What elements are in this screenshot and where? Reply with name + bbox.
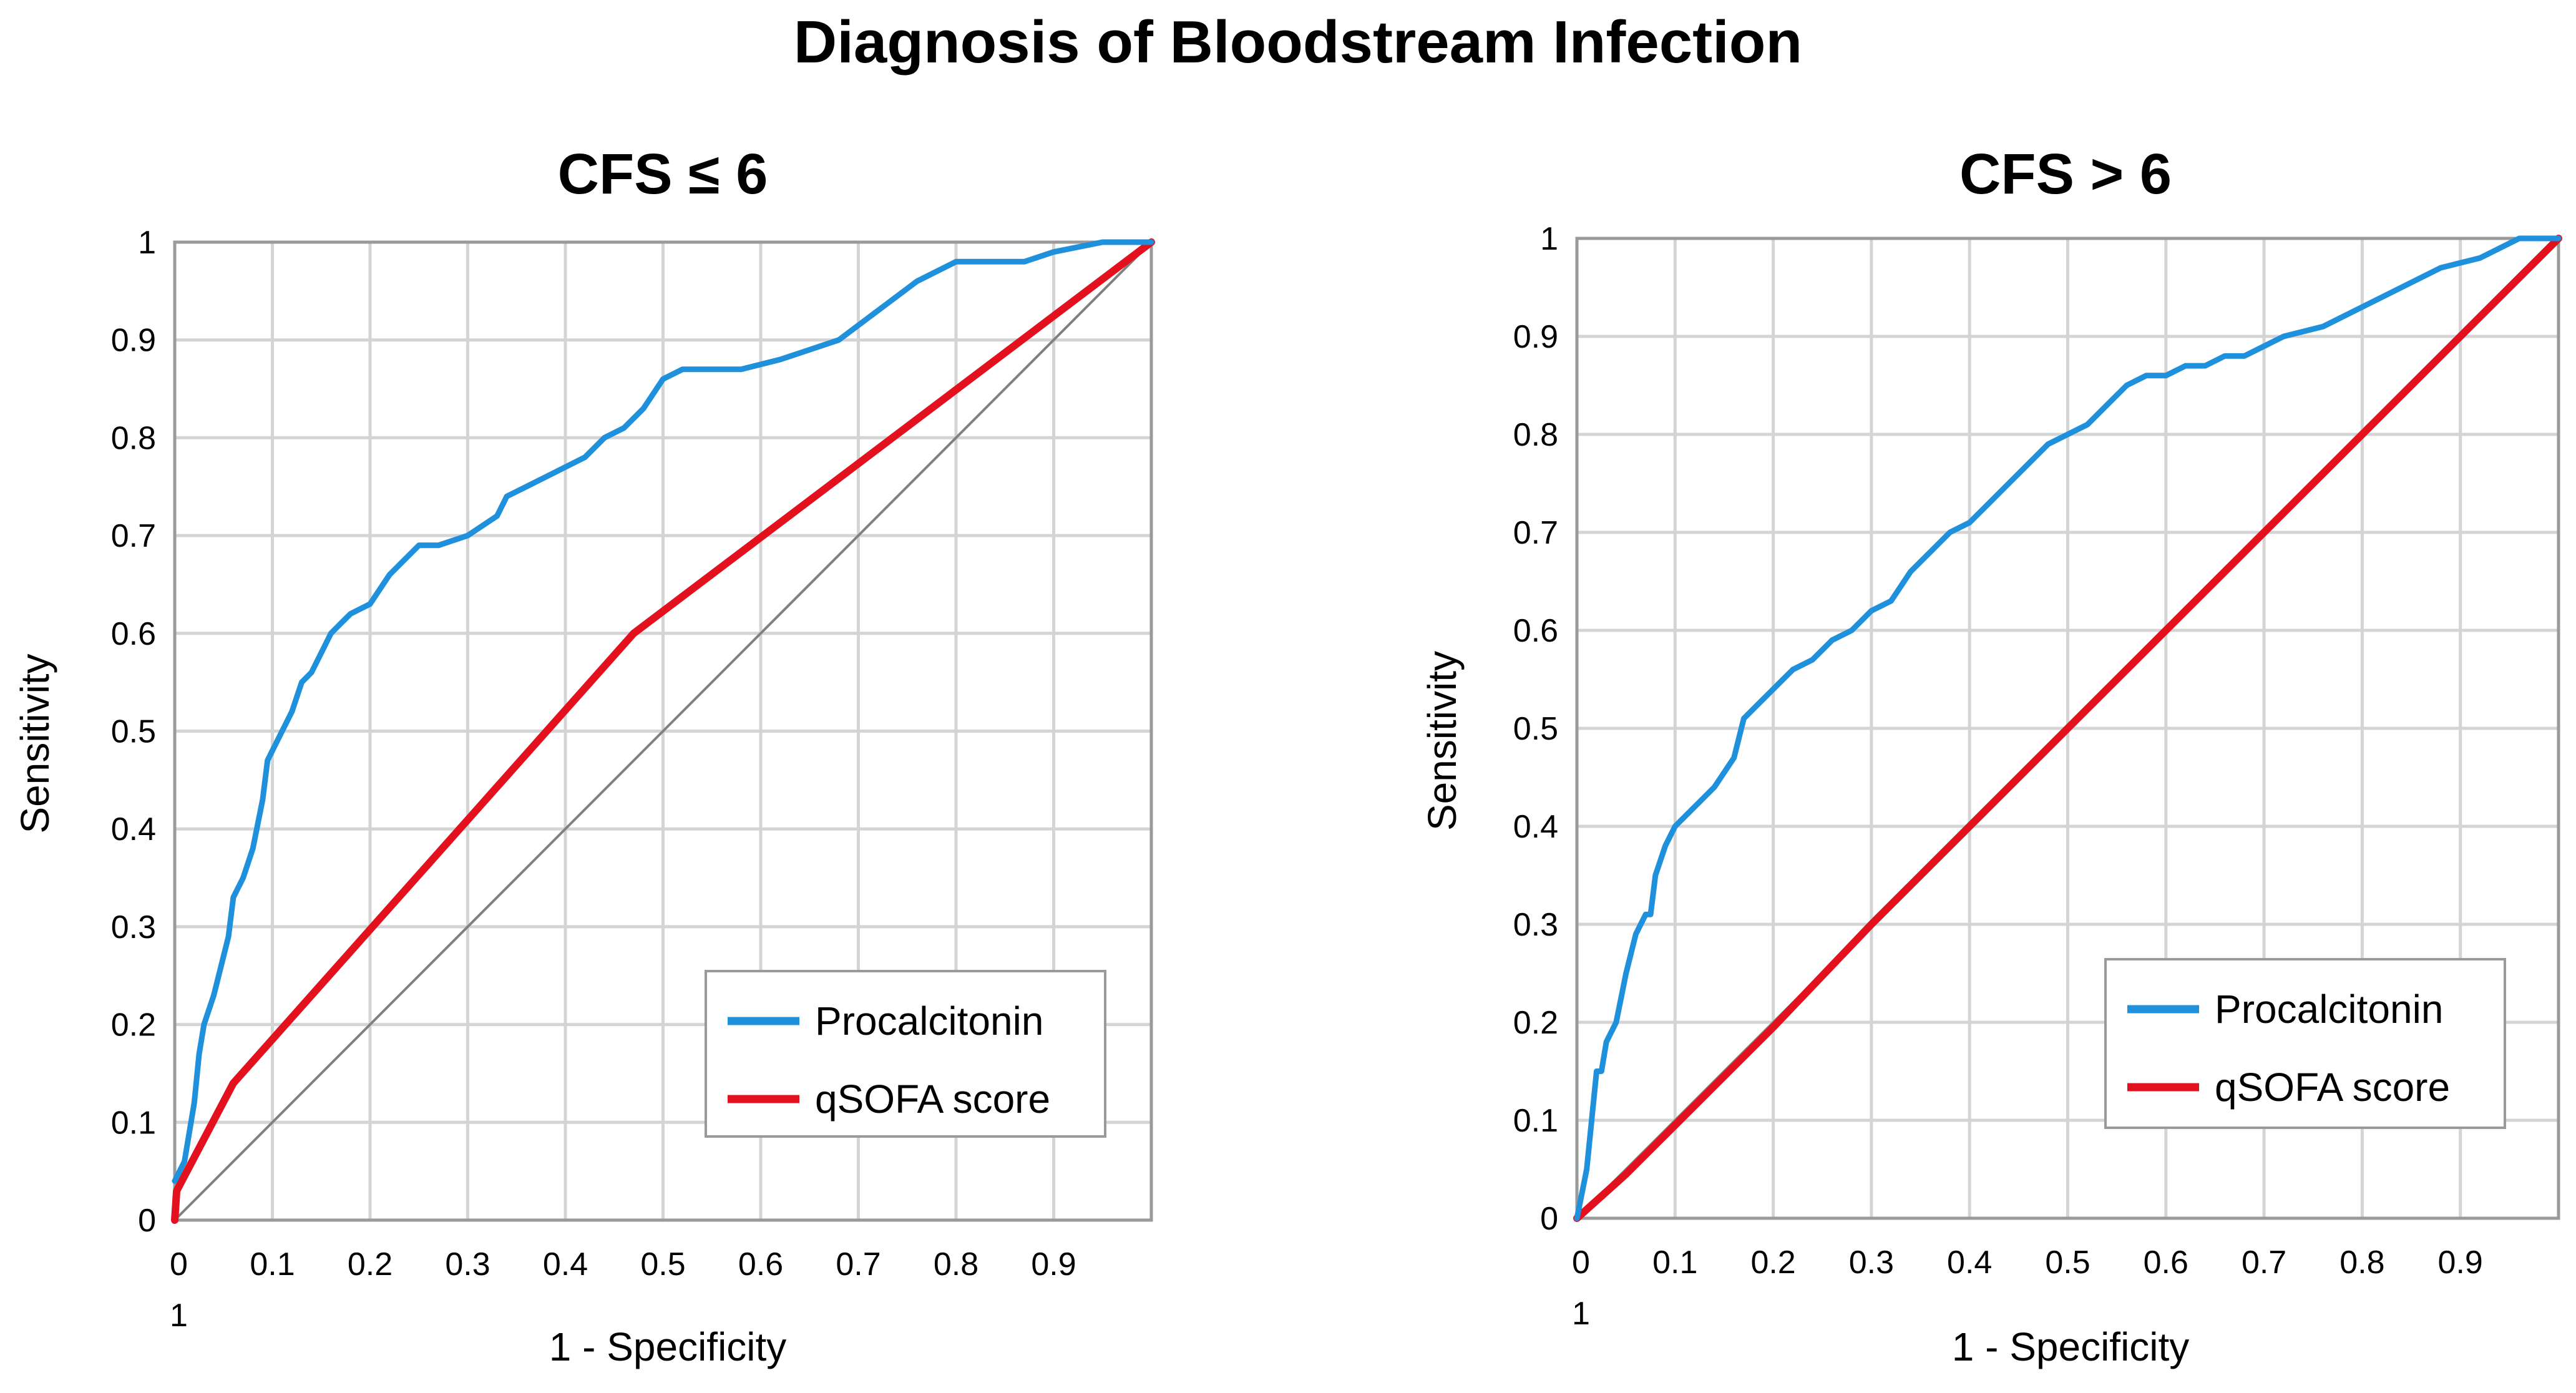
x-tick-label: 0.2	[1750, 1244, 1795, 1281]
legend-label-qsofa-score: qSOFA score	[815, 1077, 1050, 1122]
x-tick-label: 0.9	[1031, 1246, 1076, 1283]
panel-title: CFS ≤ 6	[558, 142, 768, 206]
reference-diagonal-line	[173, 241, 1153, 1221]
y-tick-label: 0	[138, 1203, 156, 1239]
series-line-procalcitonin	[172, 239, 1154, 1184]
y-tick-label: 0.5	[1513, 711, 1558, 747]
x-tick-label: 0.3	[445, 1246, 490, 1283]
y-tick-label: 0.4	[111, 811, 156, 848]
x-tick-label: 0.6	[2144, 1244, 2188, 1281]
y-tick-label: 0.7	[111, 518, 156, 554]
x-tick-label: 0.5	[640, 1246, 685, 1283]
panel-title: CFS > 6	[1959, 142, 2172, 206]
x-tick-label: 0.7	[836, 1246, 881, 1283]
y-tick-label: 1	[1540, 221, 1558, 257]
x-tick-label: 0	[1572, 1244, 1590, 1281]
y-axis-label: Sensitivity	[12, 653, 57, 833]
y-tick-label: 0.5	[111, 714, 156, 750]
x-tick-label: 0.8	[2339, 1244, 2384, 1281]
x-tick-label: 0.6	[738, 1246, 783, 1283]
x-tick-label-end: 1	[1572, 1296, 1590, 1332]
x-tick-label-end: 1	[170, 1298, 188, 1334]
legend: Procalcitonin qSOFA score	[705, 970, 1106, 1138]
figure-title: Diagnosis of Bloodstream Infection	[794, 9, 1802, 76]
y-tick-label: 0.1	[111, 1105, 156, 1141]
y-tick-label: 0	[1540, 1201, 1558, 1237]
x-tick-label: 0.1	[1652, 1244, 1697, 1281]
x-tick-label: 0.3	[1849, 1244, 1894, 1281]
legend-box	[2104, 958, 2506, 1129]
x-tick-label: 0	[170, 1246, 188, 1283]
y-tick-label: 0.8	[111, 420, 156, 456]
y-axis-label: Sensitivity	[1420, 651, 1465, 831]
series-line-qsofa-score	[1573, 235, 2562, 1222]
legend-box	[705, 970, 1106, 1138]
y-tick-label: 0.2	[1513, 1005, 1558, 1041]
y-tick-label: 0.9	[1513, 319, 1558, 355]
y-tick-label: 0.2	[111, 1007, 156, 1044]
x-tick-label: 0.9	[2438, 1244, 2483, 1281]
x-axis-label: 1 - Specificity	[1952, 1324, 2190, 1369]
legend-label-procalcitonin: Procalcitonin	[2215, 987, 2443, 1032]
plot-frame	[1575, 237, 2560, 1220]
roc-panel-cfs-gt-6: CFS > 6 0 0.1 0.2 0.3 0.4 0.5 0.6 0.7 0.8 0.9 1 0 0.1…	[1420, 142, 2562, 1369]
x-tick-label: 0.7	[2242, 1244, 2286, 1281]
x-tick-label: 0.2	[348, 1246, 393, 1283]
x-tick-label: 0.1	[250, 1246, 295, 1283]
y-tick-label: 0.4	[1513, 809, 1558, 845]
x-tick-label: 0.8	[934, 1246, 978, 1283]
roc-panel-cfs-le-6: CFS ≤ 6 0 0.1 0.2 0.3 0.4 0.5 0.6 0.7 0.8 0.9 1 0 0.1…	[12, 142, 1155, 1369]
y-tick-label: 0.8	[1513, 417, 1558, 453]
y-tick-label: 0.3	[111, 909, 156, 946]
y-tick-label: 1	[138, 225, 156, 261]
y-tick-label: 0.6	[1513, 613, 1558, 649]
x-tick-label: 0.4	[1947, 1244, 1992, 1281]
plot-frame	[173, 240, 1153, 1222]
y-tick-label: 0.3	[1513, 907, 1558, 943]
x-tick-label: 0.5	[2045, 1244, 2090, 1281]
series-line-procalcitonin	[1574, 235, 2562, 1221]
legend-label-qsofa-score: qSOFA score	[2215, 1065, 2450, 1110]
legend: Procalcitonin qSOFA score	[2104, 958, 2506, 1129]
y-tick-label: 0.9	[111, 323, 156, 359]
y-tick-label: 0.7	[1513, 515, 1558, 551]
legend-label-procalcitonin: Procalcitonin	[815, 999, 1043, 1044]
y-tick-label: 0.1	[1513, 1103, 1558, 1139]
series-line-qsofa-score	[171, 238, 1155, 1224]
y-tick-label: 0.6	[111, 616, 156, 652]
x-axis-label: 1 - Specificity	[549, 1324, 787, 1369]
x-tick-label: 0.4	[543, 1246, 588, 1283]
